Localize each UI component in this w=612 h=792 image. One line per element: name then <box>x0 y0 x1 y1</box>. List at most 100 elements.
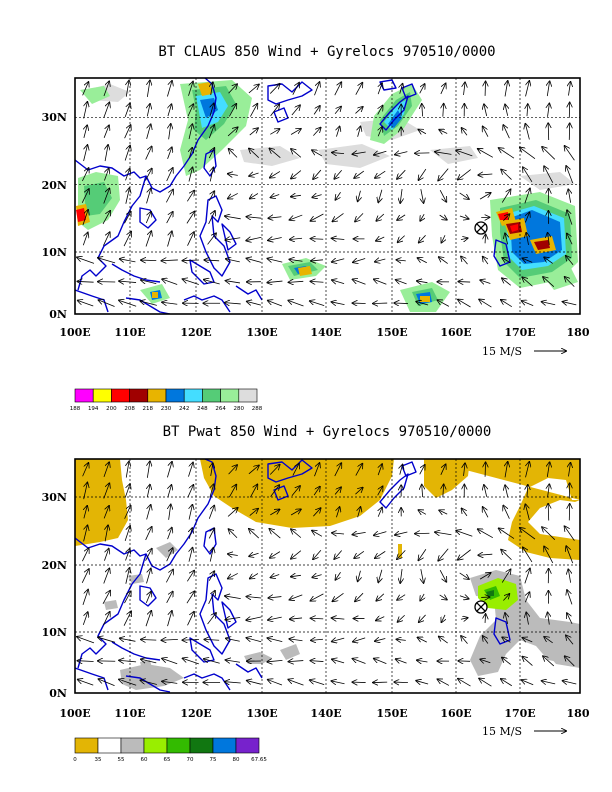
colorbar-swatch <box>189 737 214 754</box>
wind-vector <box>439 570 446 582</box>
pwat-shading-gray <box>104 542 580 690</box>
claus-lat-labels: 30N 20N 10N 0N <box>42 111 67 321</box>
wind-vector <box>187 485 193 498</box>
wind-vector <box>311 281 324 282</box>
wind-vector <box>166 212 173 224</box>
claus-map-area <box>75 78 580 314</box>
wind-vector <box>522 657 533 666</box>
wind-vector <box>83 145 88 162</box>
wind-vector <box>313 487 320 496</box>
wind-vector <box>210 104 214 117</box>
wind-vector <box>565 656 575 667</box>
wind-vector <box>378 464 382 476</box>
colorbar-swatch <box>183 388 203 403</box>
wind-vector <box>227 508 238 517</box>
colorbar-swatch <box>166 737 191 754</box>
wind-vector <box>208 191 214 201</box>
wind-vector <box>355 464 363 476</box>
wind-vector <box>416 302 429 305</box>
wind-vector <box>438 679 450 686</box>
wind-vector <box>291 486 300 497</box>
claus-lon-labels: 100E 110E 120E 130E 140E 150E 160E 170E … <box>59 326 590 339</box>
wind-vector <box>459 216 469 219</box>
wind-vector <box>270 129 279 135</box>
wind-vector <box>225 238 241 240</box>
wind-vector <box>523 638 533 642</box>
wind-vector <box>210 548 213 562</box>
colorbar-label: 55 <box>118 757 125 763</box>
wind-vector <box>83 102 88 119</box>
wind-vector <box>542 302 556 305</box>
wind-vector <box>269 465 279 475</box>
wind-vector <box>563 681 577 684</box>
panel-title-pwat: BT Pwat 850 Wind + Gyrelocs 970510/0000 <box>163 424 492 440</box>
wind-vector <box>458 549 471 560</box>
wind-vector <box>499 528 515 539</box>
colorbar-label: 264 <box>215 406 226 412</box>
lon-label: 160E <box>440 707 471 720</box>
wind-vector <box>548 123 549 141</box>
wind-vector <box>419 465 425 475</box>
wind-vector <box>145 231 151 247</box>
wind-vector <box>289 259 303 261</box>
wind-vector <box>292 83 299 95</box>
wind-vector <box>544 257 553 264</box>
wind-vector <box>289 281 304 282</box>
wind-vector <box>288 680 304 686</box>
wind-vector <box>418 510 427 514</box>
wind-vector <box>268 638 283 642</box>
wind-vector <box>332 659 345 663</box>
colorbar-swatch <box>74 737 99 754</box>
wind-vector <box>355 488 362 495</box>
wind-vector <box>82 82 89 96</box>
wind-vector <box>207 613 216 625</box>
wind-vector <box>566 546 574 564</box>
wind-vector <box>210 484 214 498</box>
wind-vector <box>400 465 403 475</box>
wind-vector <box>267 660 283 661</box>
wind-vector <box>249 173 259 176</box>
wind-vector <box>208 125 214 139</box>
wind-vector <box>248 465 259 475</box>
wind-vector <box>438 168 449 181</box>
colorbar-swatch <box>129 388 149 403</box>
wind-vector <box>291 575 301 576</box>
wind-vector <box>188 463 193 477</box>
wind-vector <box>334 107 341 114</box>
wind-vector <box>225 596 241 599</box>
wind-vector <box>567 613 573 625</box>
wind-vector <box>505 81 508 97</box>
wind-vector <box>99 300 115 307</box>
wind-vector <box>462 128 468 136</box>
wind-vector <box>376 237 385 241</box>
wind-vector <box>141 659 157 663</box>
wind-vector <box>228 485 236 498</box>
wind-vector <box>419 235 426 242</box>
wind-vector <box>103 483 110 499</box>
claus-wind-vectors <box>77 81 577 308</box>
wind-vector <box>542 681 556 684</box>
wind-vector <box>291 550 302 559</box>
wind-vector <box>484 104 487 117</box>
wind-vector <box>313 549 322 559</box>
wind-vector <box>456 150 473 157</box>
wind-vector <box>268 301 283 307</box>
lon-label: 180 <box>567 707 590 720</box>
wind-vector <box>358 507 361 518</box>
wind-vector <box>270 104 280 117</box>
wind-vector <box>211 463 213 477</box>
pwat-map-area <box>75 459 580 693</box>
wind-vector <box>456 531 473 537</box>
wind-vector <box>397 550 406 559</box>
wind-vector <box>166 168 173 182</box>
wind-vector <box>288 300 304 307</box>
wind-vector <box>485 235 486 244</box>
lat-label: 0N <box>49 308 67 321</box>
wind-vector <box>310 680 325 686</box>
wind-vector <box>77 257 95 264</box>
wind-vector <box>523 167 533 182</box>
wind-vector <box>501 550 512 561</box>
wind-vector <box>520 528 536 540</box>
wind-vector <box>312 531 323 537</box>
wind-vector <box>77 661 94 662</box>
